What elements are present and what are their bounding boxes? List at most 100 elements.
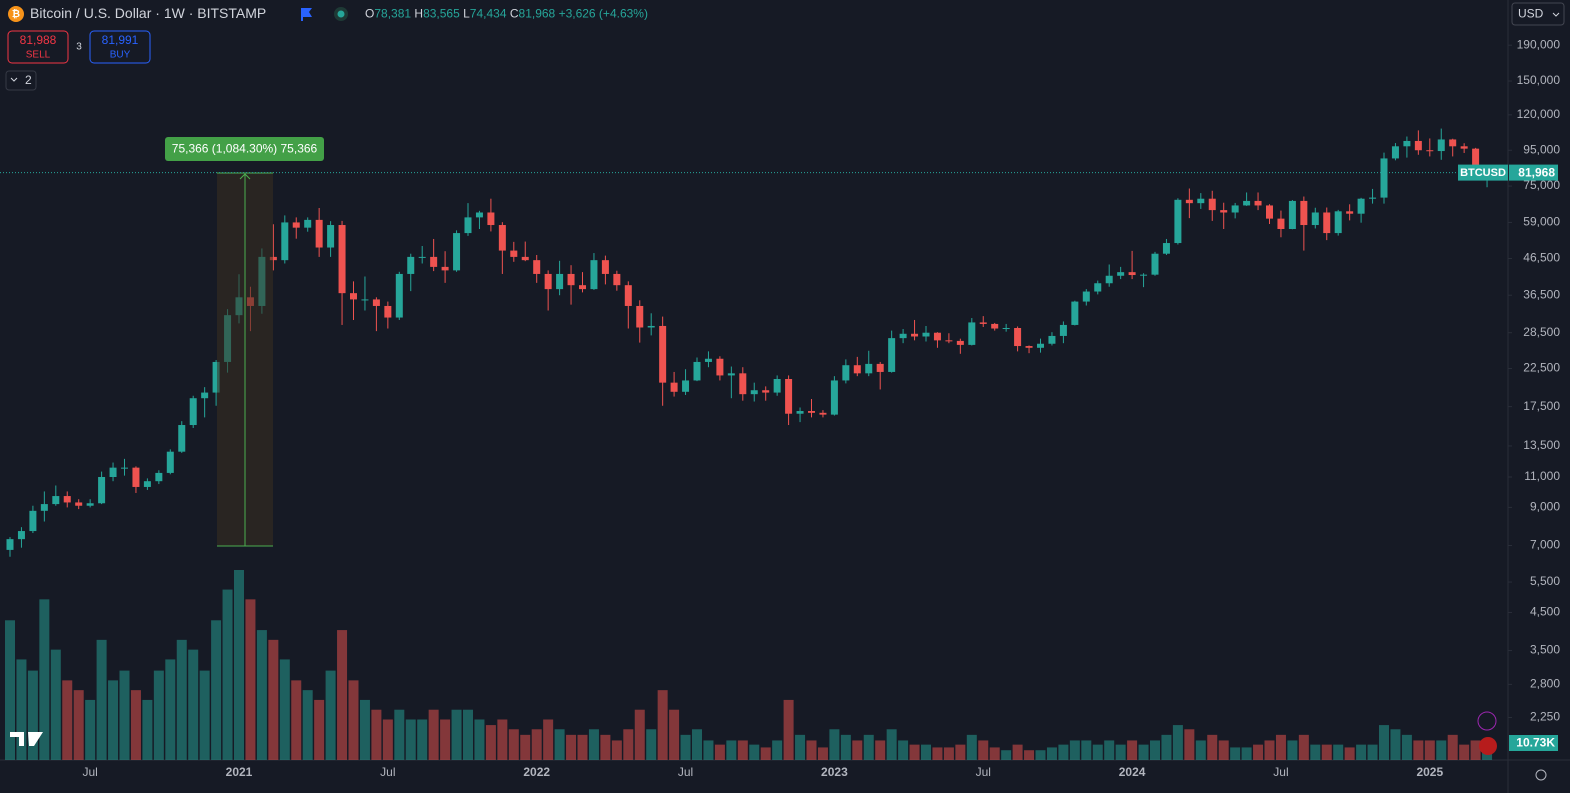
candle-body: [704, 358, 712, 362]
x-tick-label: 2025: [1416, 765, 1443, 779]
candle-body: [1323, 212, 1331, 234]
x-tick-label: 2022: [523, 765, 550, 779]
candle-body: [1403, 140, 1411, 147]
candle-body: [1037, 343, 1044, 348]
ohlc-key: H: [414, 7, 423, 21]
y-tick-label: 2,800: [1530, 677, 1560, 691]
volume-bar: [337, 630, 348, 760]
candle-body: [487, 212, 495, 226]
candle-body: [40, 504, 48, 511]
ohlc-key: O: [365, 7, 374, 21]
candle-body: [407, 256, 415, 274]
volume-bar: [130, 690, 141, 760]
symbol-tag: [1458, 164, 1508, 181]
candle-body: [830, 380, 838, 415]
volume-bar: [73, 690, 84, 760]
alert-icon[interactable]: [1477, 711, 1497, 731]
x-tick-label: Jul: [976, 765, 991, 779]
sell-label: SELL: [26, 50, 51, 61]
candle-body: [17, 531, 25, 540]
candle-body: [968, 322, 976, 345]
candle-body: [659, 325, 667, 383]
currency-button[interactable]: [1511, 2, 1565, 26]
tradingview-logo[interactable]: [10, 732, 43, 746]
candle-body: [1300, 200, 1308, 226]
events-icon[interactable]: [1479, 737, 1497, 755]
volume-bar: [211, 620, 222, 760]
y-tick-label: 190,000: [1517, 37, 1561, 51]
candle-body: [212, 361, 220, 393]
candle-body: [178, 425, 186, 452]
candle-body: [1277, 218, 1285, 229]
candle-body: [1391, 146, 1399, 159]
volume-bar: [646, 729, 657, 760]
candle-body: [991, 323, 999, 329]
candle-body: [727, 373, 735, 376]
candle-body: [1185, 199, 1193, 204]
candle-body: [739, 373, 747, 395]
candle-body: [292, 222, 300, 228]
candle-body: [1460, 146, 1468, 149]
volume-bar: [85, 699, 96, 760]
x-tick-label: 2021: [226, 765, 253, 779]
currency-chevron: [1552, 12, 1560, 17]
ohlc-legend: O78,381 H83,565 L74,434 C81,968 +3,626 (…: [365, 7, 648, 21]
symbol-title[interactable]: Bitcoin / U.S. Dollar · 1W · BITSTAMP: [30, 5, 266, 21]
settings-icon[interactable]: [1535, 769, 1547, 781]
candle-body: [1140, 274, 1148, 276]
volume-bar: [840, 734, 851, 760]
volume-bar: [1401, 734, 1412, 760]
candle-body: [979, 322, 987, 324]
candle-body: [384, 305, 392, 318]
candle-body: [1162, 243, 1170, 254]
ohlc-value: 78,381: [374, 7, 411, 21]
candle-body: [1151, 253, 1159, 275]
volume-bar: [199, 670, 210, 760]
candle-body: [350, 293, 357, 300]
ohlc-value: 81,968: [519, 7, 556, 21]
volume-bar: [234, 570, 244, 760]
volume-bar: [634, 709, 645, 760]
y-tick-label: 9,000: [1530, 500, 1560, 514]
buy-button[interactable]: [89, 30, 151, 64]
volume-bar: [1184, 729, 1195, 760]
status-dot: [337, 10, 345, 18]
candle-body: [52, 496, 60, 505]
candle-body: [1311, 212, 1319, 226]
measure-arrow: [239, 173, 251, 180]
volume-bar: [451, 709, 462, 760]
indicators-toggle[interactable]: [5, 70, 37, 91]
candle-body: [647, 325, 655, 328]
candle-body: [1014, 328, 1022, 347]
candle-body: [155, 472, 163, 482]
candle-body: [121, 467, 128, 469]
y-tick-label: 46,500: [1523, 251, 1560, 265]
candle-body: [579, 285, 586, 290]
candle-body: [143, 481, 151, 487]
last-price-label: 81,968: [1518, 165, 1555, 179]
candle-body: [109, 467, 117, 477]
candle-body: [201, 392, 209, 399]
candle-body: [567, 273, 575, 286]
volume-bar: [1333, 744, 1344, 760]
volume-bar: [669, 709, 680, 760]
candle-body: [418, 256, 426, 258]
volume-bar: [554, 729, 565, 760]
volume-bar: [772, 740, 783, 760]
volume-bar: [1058, 744, 1069, 760]
flag-icon[interactable]: [301, 8, 312, 21]
candle-body: [1426, 150, 1434, 152]
volume-bar: [348, 680, 359, 760]
candle-body: [269, 256, 277, 261]
candle-body: [773, 378, 781, 393]
volume-bar: [1172, 725, 1183, 760]
price-change: +3,626 (+4.63%): [559, 7, 648, 21]
volume-bar: [1264, 740, 1275, 760]
volume-bar: [829, 729, 840, 760]
candle-body: [1449, 139, 1457, 147]
candle-body: [132, 467, 140, 487]
volume-bar: [898, 740, 909, 760]
ohlc-value: 83,565: [423, 7, 460, 21]
sell-button[interactable]: [7, 30, 69, 64]
volume-bar: [1424, 740, 1435, 760]
